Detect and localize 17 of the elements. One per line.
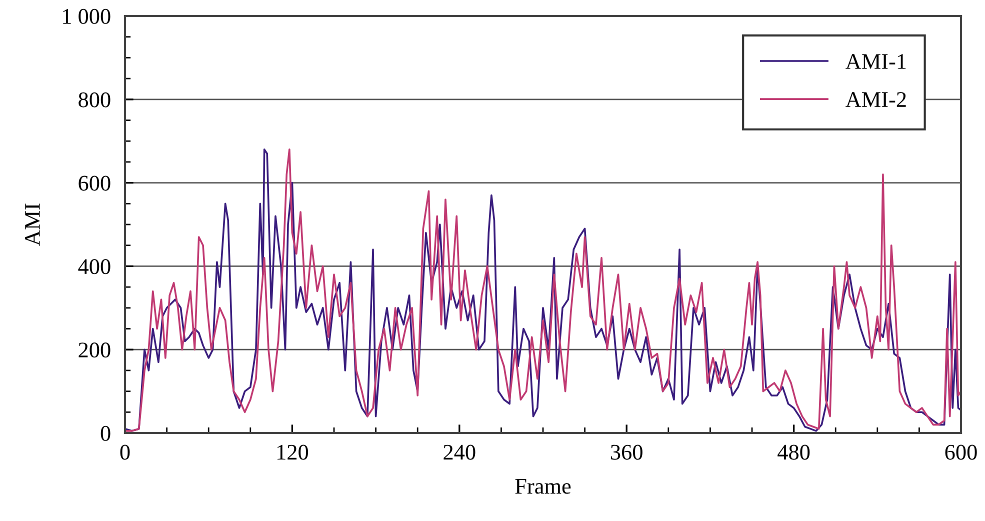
y-axis-title: AMI bbox=[25, 204, 40, 246]
line-series bbox=[125, 148, 961, 432]
x-tick-label: 480 bbox=[778, 444, 810, 460]
x-tick-label: 600 bbox=[945, 444, 977, 460]
y-tick-label: 400 bbox=[78, 259, 110, 274]
x-tick-label: 360 bbox=[610, 444, 642, 460]
y-tick-label: 800 bbox=[78, 92, 110, 108]
x-tick-label: 240 bbox=[444, 444, 476, 460]
x-axis-title: Frame bbox=[515, 479, 571, 494]
y-tick-label: 600 bbox=[78, 176, 110, 191]
legend-label: AMI-1 bbox=[846, 54, 906, 69]
y-tick-label: 0 bbox=[100, 426, 110, 441]
x-tick-label: 120 bbox=[277, 444, 308, 460]
legend-label: AMI-2 bbox=[846, 92, 906, 107]
x-tick-label: 0 bbox=[120, 444, 130, 460]
y-tick-label: 200 bbox=[78, 342, 110, 358]
y-tick-label: 1 000 bbox=[63, 8, 110, 24]
